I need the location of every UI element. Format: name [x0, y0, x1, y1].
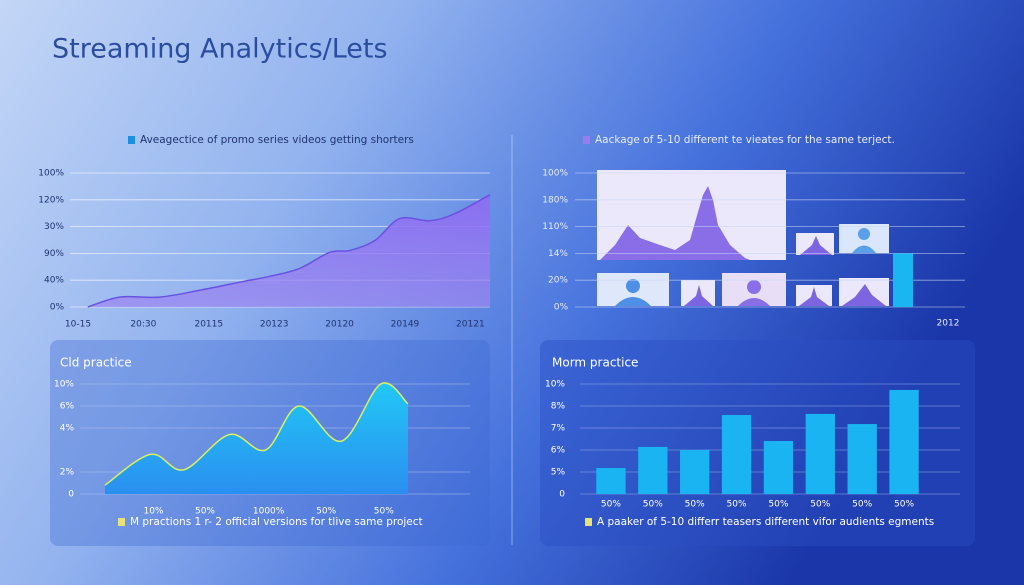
bar: [596, 468, 626, 494]
x-tick-label: 20121: [456, 320, 485, 330]
chart-title: Cld practice: [60, 356, 132, 370]
x-tick-label: 50%: [374, 507, 394, 517]
y-tick-label: 6%: [551, 446, 566, 456]
legend-label: A paaker of 5-10 differr teasers differe…: [597, 516, 934, 528]
x-tick-label: 10%: [143, 507, 163, 517]
y-tick-label: 8%: [551, 402, 566, 412]
x-tick-label: 20115: [194, 320, 223, 330]
area-line: [104, 382, 409, 486]
y-tick-label: 6%: [60, 402, 75, 412]
x-tick-label: 50%: [852, 500, 872, 510]
x-tick-label: 50%: [768, 500, 788, 510]
legend-label: Aackage of 5-10 different te vieates for…: [595, 134, 895, 146]
y-tick-label: 100%: [38, 169, 64, 179]
page-title: Streaming Analytics/Lets: [52, 34, 388, 65]
x-tick-label: 20123: [260, 320, 289, 330]
y-tick-label: 120%: [38, 195, 64, 205]
bar: [893, 253, 913, 307]
y-tick-label: 2%: [60, 468, 75, 478]
x-tick-label: 2012: [937, 319, 960, 329]
y-tick-label: 20%: [548, 276, 568, 286]
x-tick-label: 20:30: [130, 320, 156, 330]
x-tick-label: 50%: [643, 500, 663, 510]
legend-label: M practions 1 r- 2 official versions for…: [130, 516, 423, 528]
y-tick-label: 14%: [548, 249, 568, 259]
y-tick-label: 90%: [44, 249, 64, 259]
y-tick-label: 5%: [551, 468, 566, 478]
x-tick-label: 50%: [316, 507, 336, 517]
x-tick-label: 1000%: [253, 507, 285, 517]
legend-swatch: [118, 518, 125, 526]
y-tick-label: 110%: [542, 222, 568, 232]
panel: [540, 340, 975, 546]
y-tick-label: 7%: [551, 424, 566, 434]
x-tick-label: 50%: [727, 500, 747, 510]
legend-label: Aveagectice of promo series videos getti…: [140, 134, 414, 146]
y-tick-label: 0: [559, 490, 565, 500]
thumbnails: [597, 170, 889, 306]
x-tick-label: 50%: [685, 500, 705, 510]
bar: [763, 440, 794, 494]
bar: [721, 415, 752, 494]
legend-swatch: [583, 136, 590, 144]
y-tick-label: 0%: [554, 303, 569, 313]
x-tick-label: 50%: [195, 507, 215, 517]
y-tick-label: 0: [68, 490, 74, 500]
y-tick-label: 30%: [44, 222, 64, 232]
x-tick-label: 50%: [810, 500, 830, 510]
bar: [680, 450, 710, 494]
y-tick-label: 180%: [542, 195, 568, 205]
y-tick-label: 100%: [542, 169, 568, 179]
y-tick-label: 40%: [44, 276, 64, 286]
y-tick-label: 0%: [50, 303, 65, 313]
bar: [805, 413, 835, 494]
x-tick-label: 50%: [601, 500, 621, 510]
bar: [638, 446, 668, 494]
y-tick-label: 10%: [545, 380, 565, 390]
area-fill: [105, 382, 408, 494]
y-tick-label: 10%: [54, 380, 74, 390]
y-tick-label: 4%: [60, 424, 75, 434]
bar: [889, 389, 919, 494]
area-line: [87, 194, 491, 308]
x-tick-label: 20120: [325, 320, 354, 330]
chart-title: Morm practice: [552, 356, 638, 370]
bar: [847, 424, 877, 494]
x-tick-label: 50%: [894, 500, 914, 510]
legend-swatch: [128, 136, 135, 144]
legend-swatch: [585, 518, 592, 526]
x-tick-label: 20149: [391, 320, 420, 330]
area-fill: [87, 194, 491, 307]
x-tick-label: 10-15: [65, 320, 91, 330]
